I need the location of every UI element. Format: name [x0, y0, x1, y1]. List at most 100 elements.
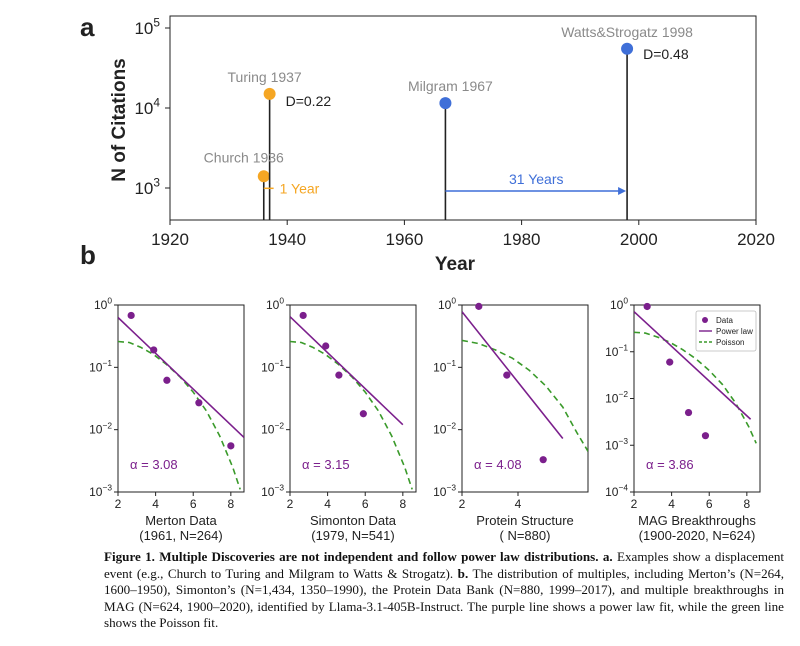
- panel-b-legend-data-marker: [702, 317, 708, 323]
- panel-b-data-point: [335, 371, 343, 379]
- panel-a-point: [257, 170, 270, 183]
- panel-a-xtick-label: 2020: [737, 230, 775, 249]
- panel-b-ytick-label: 100: [266, 296, 284, 312]
- panel-b-plot-frame: [461, 304, 589, 493]
- panel-b-power-law-line: [634, 311, 752, 420]
- panel-b-ytick-label: 10−3: [89, 483, 112, 499]
- panel-b-chart-3: 2 4 100 10−1 10−2 10−3 α = 4.08 Protein Structu…: [433, 296, 589, 543]
- panel-b-ytick-label: 100: [94, 296, 112, 312]
- panel-b-ytick-label: 10−2: [261, 420, 284, 436]
- panel-a-31-years-label: 31 Years: [509, 171, 564, 187]
- panel-a-xtick-label: 1940: [268, 230, 306, 249]
- panel-a: a N of Citations Year 1920 1940 1960 1980 20…: [80, 12, 775, 275]
- panel-a-xlabel: Year: [435, 254, 476, 275]
- panel-b-data-point: [227, 442, 235, 450]
- panel-b-alpha-label: α = 4.08: [474, 457, 522, 472]
- panel-a-point: [621, 42, 634, 55]
- panel-b-power-law-line: [290, 316, 404, 426]
- panel-b-chart-subtitle: (1900-2020, N=624): [639, 528, 756, 543]
- panel-a-point-label: Church 1936: [204, 149, 284, 165]
- figure-caption: Figure 1. Multiple Discoveries are not i…: [104, 549, 784, 632]
- panel-a-31-years-arrowhead: [618, 187, 627, 195]
- panel-b-alpha-label: α = 3.86: [646, 457, 694, 472]
- panel-b-ytick-label: 10−2: [433, 420, 456, 436]
- panel-b-xtick-label: 2: [287, 497, 294, 511]
- panel-b-legend-power-label: Power law: [716, 327, 753, 336]
- panel-b-legend-box: [695, 310, 757, 352]
- panel-b-ytick-label: 100: [438, 296, 456, 312]
- panel-b-data-point: [163, 376, 171, 384]
- panel-a-ytick-label: 105: [134, 15, 160, 38]
- panel-b-data-point: [701, 432, 710, 440]
- panel-b: b 2 4 6 8 100 10−1 10−2 10−3 α = 3.08 Merton Data…: [80, 240, 761, 543]
- panel-a-xtick-label: 1980: [503, 230, 541, 249]
- panel-b-data-point: [475, 302, 483, 310]
- panel-a-ylabel: N of Citations: [109, 58, 130, 182]
- panel-b-chart-4: 2 4 6 8 100 10−1 10−2 10−3 10−4 α = 3.86 MAG Break…: [605, 296, 761, 543]
- panel-b-ytick-label: 10−2: [605, 389, 628, 405]
- panel-a-point-label: Watts&Strogatz 1998: [561, 24, 693, 40]
- panel-b-data-point: [195, 399, 203, 407]
- panel-b-letter: b: [80, 240, 96, 270]
- panel-b-data-point: [666, 358, 674, 366]
- panel-a-point-label: Turing 1937: [228, 69, 302, 85]
- caption-b-marker: b.: [457, 565, 469, 581]
- panel-b-ytick-label: 10−4: [605, 483, 628, 499]
- caption-a-text: Examples show a displacement event (e.g.…: [104, 549, 784, 581]
- panel-b-data-point: [299, 311, 307, 320]
- panel-b-xtick-label: 8: [399, 497, 406, 511]
- panel-b-data-point: [684, 408, 693, 417]
- panel-b-ytick-label: 10−1: [605, 342, 628, 358]
- panel-b-ytick-label: 100: [610, 296, 628, 312]
- panel-b-power-law-line: [462, 311, 564, 440]
- panel-b-legend-poisson-label: Poisson: [716, 338, 744, 347]
- panel-b-xtick-label: 4: [324, 497, 331, 511]
- panel-b-plot-frame: [117, 304, 245, 493]
- panel-b-ytick-label: 10−3: [605, 436, 628, 452]
- panel-b-power-law-line: [118, 316, 244, 439]
- panel-b-legend-data-label: Data: [716, 316, 733, 325]
- panel-b-alpha-label: α = 3.08: [130, 457, 178, 472]
- panel-b-alpha-label: α = 3.15: [302, 457, 350, 472]
- panel-b-ytick-label: 10−3: [433, 483, 456, 499]
- panel-b-xtick-label: 4: [668, 497, 675, 511]
- caption-b-text: The distribution of multiples, including…: [104, 565, 784, 631]
- panel-b-data-point: [643, 302, 651, 311]
- panel-b-ytick-label: 10−3: [261, 483, 284, 499]
- panel-b-chart-title: Simonton Data: [310, 513, 397, 528]
- panel-b-chart-1: 2 4 6 8 100 10−1 10−2 10−3 α = 3.08 Merton Data(1…: [89, 296, 245, 543]
- panel-a-annotation-d-turing: D=0.22: [286, 93, 332, 109]
- panel-b-xtick-label: 8: [743, 497, 750, 511]
- panel-b-chart-subtitle: ( N=880): [500, 528, 551, 543]
- panel-b-xtick-label: 4: [515, 497, 522, 511]
- panel-a-marks: 1920 1940 1960 1980 2000 2020 103 104 105 Church …: [134, 15, 774, 249]
- panel-a-point: [439, 97, 452, 110]
- panel-b-data-point: [322, 342, 330, 350]
- panel-a-ytick-label: 104: [134, 95, 160, 118]
- panel-b-chart-title: Merton Data: [145, 513, 217, 528]
- panel-a-plot-frame: [169, 15, 757, 221]
- panel-b-chart-2: 2 4 6 8 100 10−1 10−2 10−3 α = 3.15 Simonton Data…: [261, 296, 417, 543]
- panel-b-ytick-label: 10−2: [89, 420, 112, 436]
- panel-a-xtick-label: 2000: [620, 230, 658, 249]
- panel-a-annotation-d-watts: D=0.48: [643, 46, 689, 62]
- panel-b-poisson-line: [462, 339, 588, 452]
- panel-b-xtick-label: 2: [115, 497, 122, 511]
- panel-b-xtick-label: 2: [631, 497, 638, 511]
- panel-b-chart-title: MAG Breakthroughs: [638, 513, 756, 528]
- panel-b-xtick-label: 6: [190, 497, 197, 511]
- panel-b-ytick-label: 10−1: [433, 358, 456, 374]
- panel-a-point-label: Milgram 1967: [408, 78, 493, 94]
- caption-a-marker: a.: [602, 549, 613, 564]
- panel-b-data-point: [150, 346, 158, 354]
- panel-b-xtick-label: 8: [227, 497, 234, 511]
- panel-b-data-point: [539, 456, 547, 464]
- panel-b-xtick-label: 6: [362, 497, 369, 511]
- panel-b-charts: 2 4 6 8 100 10−1 10−2 10−3 α = 3.08 Merton Data (1…: [89, 296, 761, 543]
- panel-a-xtick-label: 1960: [385, 230, 423, 249]
- caption-title: Figure 1. Multiple Discoveries are not i…: [104, 549, 599, 564]
- panel-b-data-point: [127, 311, 135, 320]
- panel-b-chart-title: Protein Structure: [476, 513, 574, 528]
- panel-b-xtick-label: 4: [152, 497, 159, 511]
